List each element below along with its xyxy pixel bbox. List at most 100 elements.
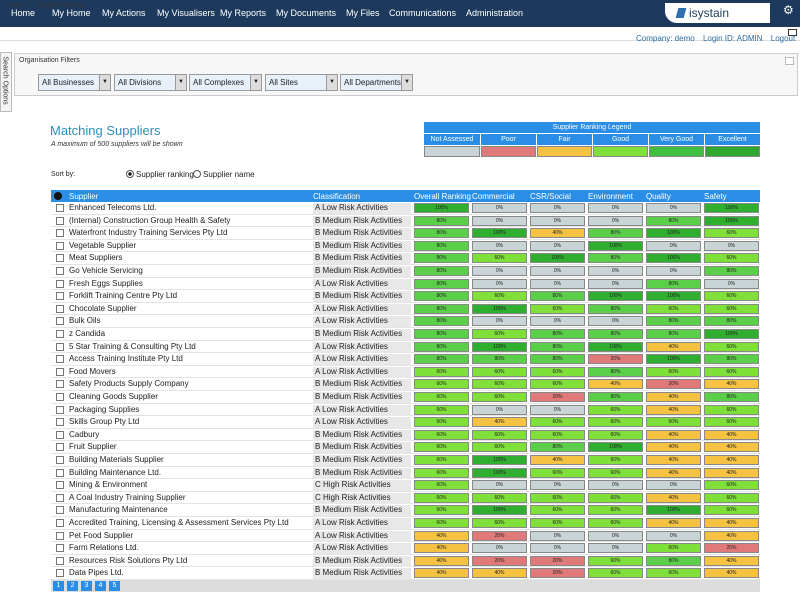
column-header[interactable]: CSR/Social [530, 192, 571, 201]
row-checkbox[interactable] [56, 292, 64, 301]
page-button-4[interactable]: 4 [95, 581, 106, 591]
nav-item-administration[interactable]: Administration [466, 8, 524, 18]
supplier-name[interactable]: Chocolate Supplier [69, 303, 137, 313]
supplier-name[interactable]: (Internal) Construction Group Health & S… [69, 215, 231, 225]
sort-ranking-radio[interactable]: Supplier ranking [126, 170, 194, 179]
row-checkbox[interactable] [56, 569, 64, 578]
row-checkbox[interactable] [56, 405, 64, 414]
supplier-name[interactable]: Resources Risk Solutions Pty Ltd [69, 555, 188, 565]
row-checkbox[interactable] [56, 304, 64, 313]
row-checkbox[interactable] [56, 544, 64, 553]
row-checkbox[interactable] [56, 216, 64, 225]
supplier-name[interactable]: Skills Group Pty Ltd [69, 417, 140, 427]
column-header[interactable]: Quality [646, 192, 671, 201]
nav-item-my-files[interactable]: My Files [346, 8, 380, 18]
supplier-name[interactable]: Food Movers [69, 366, 116, 376]
supplier-name[interactable]: Building Materials Supplier [69, 455, 164, 464]
page-button-3[interactable]: 3 [81, 581, 92, 591]
nav-item-home[interactable]: Home [11, 8, 36, 18]
nav-item-communications[interactable]: Communications [389, 8, 457, 18]
select-all-icon[interactable] [54, 192, 62, 200]
row-checkbox[interactable] [56, 367, 64, 376]
supplier-name[interactable]: Data Pipes Ltd. [69, 568, 124, 578]
row-checkbox[interactable] [56, 330, 64, 338]
row-checkbox[interactable] [56, 418, 64, 427]
column-header[interactable]: Overall Ranking [414, 192, 471, 201]
supplier-name[interactable]: Forklift Training Centre Pty Ltd [69, 291, 178, 301]
supplier-name[interactable]: Access Training Institute Pty Ltd [69, 354, 183, 364]
row-checkbox[interactable] [56, 468, 64, 477]
supplier-name[interactable]: Enhanced Telecoms Ltd. [69, 203, 157, 212]
row-checkbox[interactable] [56, 493, 64, 502]
filter-select-2[interactable]: All Divisions ▼ [114, 74, 187, 91]
filter-select-4[interactable]: All Sites ▼ [265, 74, 338, 91]
supplier-name[interactable]: Accredited Training, Licensing & Assessm… [69, 518, 289, 527]
column-header[interactable]: Safety [704, 192, 727, 201]
table-header: Supplier Classification Overall Ranking Com… [51, 190, 760, 202]
supplier-name[interactable]: Mining & Environment [69, 480, 148, 490]
table-row: Building Materials Supplier B Medium Risk… [51, 454, 760, 467]
row-checkbox[interactable] [56, 355, 64, 364]
supplier-name[interactable]: Meat Suppliers [69, 253, 123, 263]
row-checkbox[interactable] [56, 506, 64, 515]
page-button-1[interactable]: 1 [53, 581, 64, 591]
supplier-name[interactable]: Building Maintenance Ltd. [69, 467, 162, 477]
row-checkbox[interactable] [56, 531, 64, 540]
row-checkbox[interactable] [56, 443, 64, 452]
page-button-2[interactable]: 2 [67, 581, 78, 591]
row-checkbox[interactable] [56, 254, 64, 263]
supplier-name[interactable]: Manufacturing Maintenance [69, 505, 168, 515]
supplier-name[interactable]: Safety Products Supply Company [69, 379, 189, 389]
logout-link[interactable]: Logout [770, 34, 796, 43]
nav-item-my-documents[interactable]: My Documents [276, 8, 337, 18]
search-options-tab[interactable]: Search Options [0, 52, 12, 112]
column-header[interactable]: Classification [313, 192, 361, 201]
ranking-cell: 20% [704, 543, 759, 554]
row-checkbox[interactable] [56, 204, 64, 212]
supplier-name[interactable]: A Coal Industry Training Supplier [69, 492, 186, 502]
supplier-name[interactable]: Cleaning Goods Supplier [69, 392, 158, 401]
filter-select-1[interactable]: All Businesses ▼ [38, 74, 111, 91]
nav-item-my-visualisers[interactable]: My Visualisers [157, 8, 215, 18]
row-checkbox[interactable] [56, 430, 64, 439]
gear-icon[interactable]: ⚙ [783, 3, 794, 17]
supplier-name[interactable]: Fruit Supplier [69, 442, 117, 452]
column-header[interactable]: Supplier [69, 192, 99, 201]
row-checkbox[interactable] [56, 556, 64, 565]
mail-icon[interactable] [788, 29, 797, 36]
supplier-name[interactable]: Vegetable Supplier [69, 240, 137, 250]
nav-item-my-actions[interactable]: My Actions [102, 8, 146, 18]
supplier-name[interactable]: Bulk Oils [69, 316, 101, 326]
supplier-name[interactable]: Fresh Eggs Supplies [69, 278, 143, 288]
row-checkbox[interactable] [56, 241, 64, 250]
row-checkbox[interactable] [56, 380, 64, 389]
page-button-5[interactable]: 5 [109, 581, 120, 591]
filter-select-3[interactable]: All Complexes ▼ [189, 74, 262, 91]
row-checkbox[interactable] [56, 456, 64, 464]
nav-item-my-home[interactable]: My Home [52, 8, 91, 18]
supplier-name[interactable]: Go Vehicle Servicing [69, 266, 143, 275]
nav-item-my-reports[interactable]: My Reports [220, 8, 267, 18]
breadcrumb-home[interactable]: Home [8, 3, 25, 9]
column-header[interactable]: Commercial [472, 192, 515, 201]
column-header[interactable]: Environment [588, 192, 633, 201]
supplier-name[interactable]: Packaging Supplies [69, 404, 140, 414]
collapse-icon[interactable] [785, 57, 794, 65]
filter-select-5[interactable]: All Departments ▼ [340, 74, 413, 91]
supplier-name[interactable]: Cadbury [69, 429, 100, 439]
supplier-name[interactable]: z Candida [69, 329, 106, 338]
supplier-name[interactable]: 5 Star Training & Consulting Pty Ltd [69, 341, 196, 351]
row-checkbox[interactable] [56, 481, 64, 490]
row-checkbox[interactable] [56, 267, 64, 275]
row-checkbox[interactable] [56, 393, 64, 401]
row-checkbox[interactable] [56, 229, 64, 238]
supplier-name[interactable]: Farm Relations Ltd. [69, 543, 139, 553]
row-checkbox[interactable] [56, 519, 64, 527]
supplier-name[interactable]: Pet Food Supplier [69, 530, 134, 540]
supplier-name[interactable]: Waterfront Industry Training Services Pt… [69, 228, 228, 238]
ranking-cell: 40% [704, 455, 759, 465]
sort-name-radio[interactable]: Supplier name [193, 170, 255, 179]
row-checkbox[interactable] [56, 279, 64, 288]
row-checkbox[interactable] [56, 342, 64, 351]
row-checkbox[interactable] [56, 317, 64, 326]
